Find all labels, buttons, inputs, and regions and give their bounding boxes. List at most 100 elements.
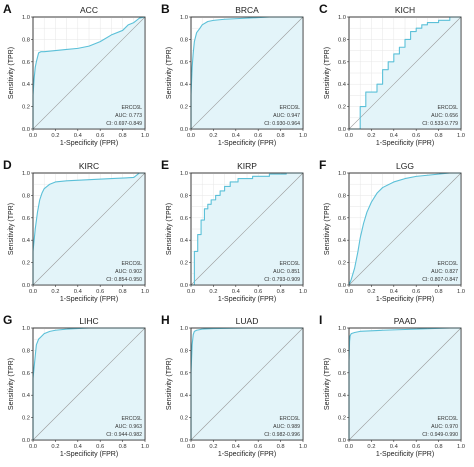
x-tick-label: 0.6 [254,133,262,139]
y-tick-label: 1.0 [22,171,30,177]
y-tick-label: 1.0 [338,326,346,332]
y-tick-label: 0.0 [22,127,30,133]
x-tick-label: 0.2 [209,133,217,139]
reference-diagonal [348,16,462,130]
x-tick-label: 0.4 [232,133,241,139]
x-tick-label: 0.0 [345,133,353,139]
y-tick-label: 0.4 [180,82,189,88]
y-tick-label: 0.8 [180,37,188,43]
x-tick-label: 0.6 [96,444,104,450]
y-tick-label: 0.6 [180,60,188,66]
y-tick-label: 0.2 [22,416,30,422]
y-tick-label: 0.4 [180,393,189,399]
y-tick-label: 0.2 [338,261,346,267]
x-tick-label: 1.0 [141,289,149,295]
x-axis-title: 1-Specificity (FPR) [218,451,276,458]
auc-label: AUC: 0.963 [115,424,142,430]
y-axis-title: Sensitivity (TPR) [8,358,15,410]
y-tick-label: 0.8 [22,193,30,199]
y-axis-title: Sensitivity (TPR) [8,203,15,255]
y-axis-title: Sensitivity (TPR) [324,358,331,410]
y-axis-title: Sensitivity (TPR) [324,47,331,99]
y-tick-label: 0.6 [22,216,30,222]
y-tick-label: 0.0 [338,438,346,444]
panel-letter: I [319,313,322,327]
y-tick-label: 0.2 [180,416,188,422]
series-name: ERCC6L [438,416,459,422]
ci-label: CI: 0.807-0.847 [422,277,458,283]
plot-border [190,16,304,130]
y-tick-label: 0.8 [338,348,346,354]
ci-label: CI: 0.944-0.982 [106,432,142,438]
plot-border [348,172,462,286]
y-tick-label: 1.0 [180,171,188,177]
x-tick-label: 0.6 [96,289,104,295]
x-tick-label: 1.0 [457,444,465,450]
y-tick-label: 0.0 [22,438,30,444]
x-tick-label: 0.0 [187,289,195,295]
reference-diagonal [348,172,462,286]
series-name: ERCC6L [280,105,301,111]
y-tick-label: 0.2 [180,105,188,111]
x-tick-label: 0.6 [96,133,104,139]
x-tick-label: 1.0 [299,444,307,450]
y-tick-label: 1.0 [22,326,30,332]
plot-border [190,327,304,441]
x-tick-label: 1.0 [457,289,465,295]
y-tick-label: 0.4 [22,238,31,244]
roc-panel-lihc: G LIHC 0.00.0 0.2 0.2 0.4 0.4 0.6 0.6 0.8 0.8 1.0 1.… [3,313,149,458]
x-tick-label: 0.6 [254,444,262,450]
x-tick-label: 1.0 [299,289,307,295]
x-tick-label: 0.0 [29,289,37,295]
x-tick-label: 0.6 [412,444,420,450]
y-axis-title: Sensitivity (TPR) [324,203,331,255]
panel-letter: G [3,313,12,327]
reference-diagonal [190,327,304,441]
roc-panel-paad: I PAAD 0.00.0 0.2 0.2 0.4 0.4 0.6 0.6 0.8 0.8 1.0 1.… [319,313,465,458]
panel-title: KICH [395,5,415,15]
x-tick-label: 0.2 [209,289,217,295]
y-tick-label: 0.8 [180,193,188,199]
x-tick-label: 0.4 [74,133,83,139]
series-name: ERCC6L [280,416,301,422]
x-axis-title: 1-Specificity (FPR) [376,140,434,147]
series-name: ERCC6L [438,105,459,111]
ci-label: CI: 0.982-0.996 [264,432,300,438]
x-tick-label: 0.4 [74,289,83,295]
panel-title: KIRP [237,161,257,171]
x-tick-label: 0.8 [277,133,285,139]
x-tick-label: 0.2 [367,444,375,450]
panel-letter: C [319,2,328,16]
x-tick-label: 0.0 [187,133,195,139]
auc-label: AUC: 0.827 [431,269,458,275]
x-axis-title: 1-Specificity (FPR) [60,296,118,303]
x-tick-label: 0.6 [254,289,262,295]
plot-border [32,327,146,441]
y-tick-label: 1.0 [180,326,188,332]
x-tick-label: 0.0 [345,444,353,450]
plot-border [348,16,462,130]
y-tick-label: 0.8 [22,37,30,43]
panel-title: ACC [80,5,98,15]
x-tick-label: 0.8 [435,289,443,295]
x-tick-label: 0.2 [51,133,59,139]
y-tick-label: 0.4 [338,238,347,244]
x-tick-label: 0.4 [390,444,399,450]
roc-curve [32,172,145,285]
panel-title: BRCA [235,5,259,15]
auc-label: AUC: 0.851 [273,269,300,275]
auc-label: AUC: 0.773 [115,113,142,119]
ci-label: CI: 0.697-0.849 [106,121,142,127]
y-tick-label: 0.4 [22,82,31,88]
roc-panel-brca: B BRCA 0.00.0 0.2 0.2 0.4 0.4 0.6 0.6 0.8 0.8 1.0 1.… [161,2,307,147]
roc-curve [32,327,145,440]
y-tick-label: 0.6 [22,60,30,66]
roc-panel-kirp: E KIRP 0.00.0 0.2 0.2 0.4 0.4 0.6 0.6 0.8 0.8 1.0 1.… [161,158,307,303]
y-tick-label: 0.0 [22,283,30,289]
reference-diagonal [348,327,462,441]
plot-border [190,172,304,286]
series-name: ERCC6L [122,105,143,111]
x-axis-title: 1-Specificity (FPR) [60,140,118,147]
x-tick-label: 0.2 [367,289,375,295]
